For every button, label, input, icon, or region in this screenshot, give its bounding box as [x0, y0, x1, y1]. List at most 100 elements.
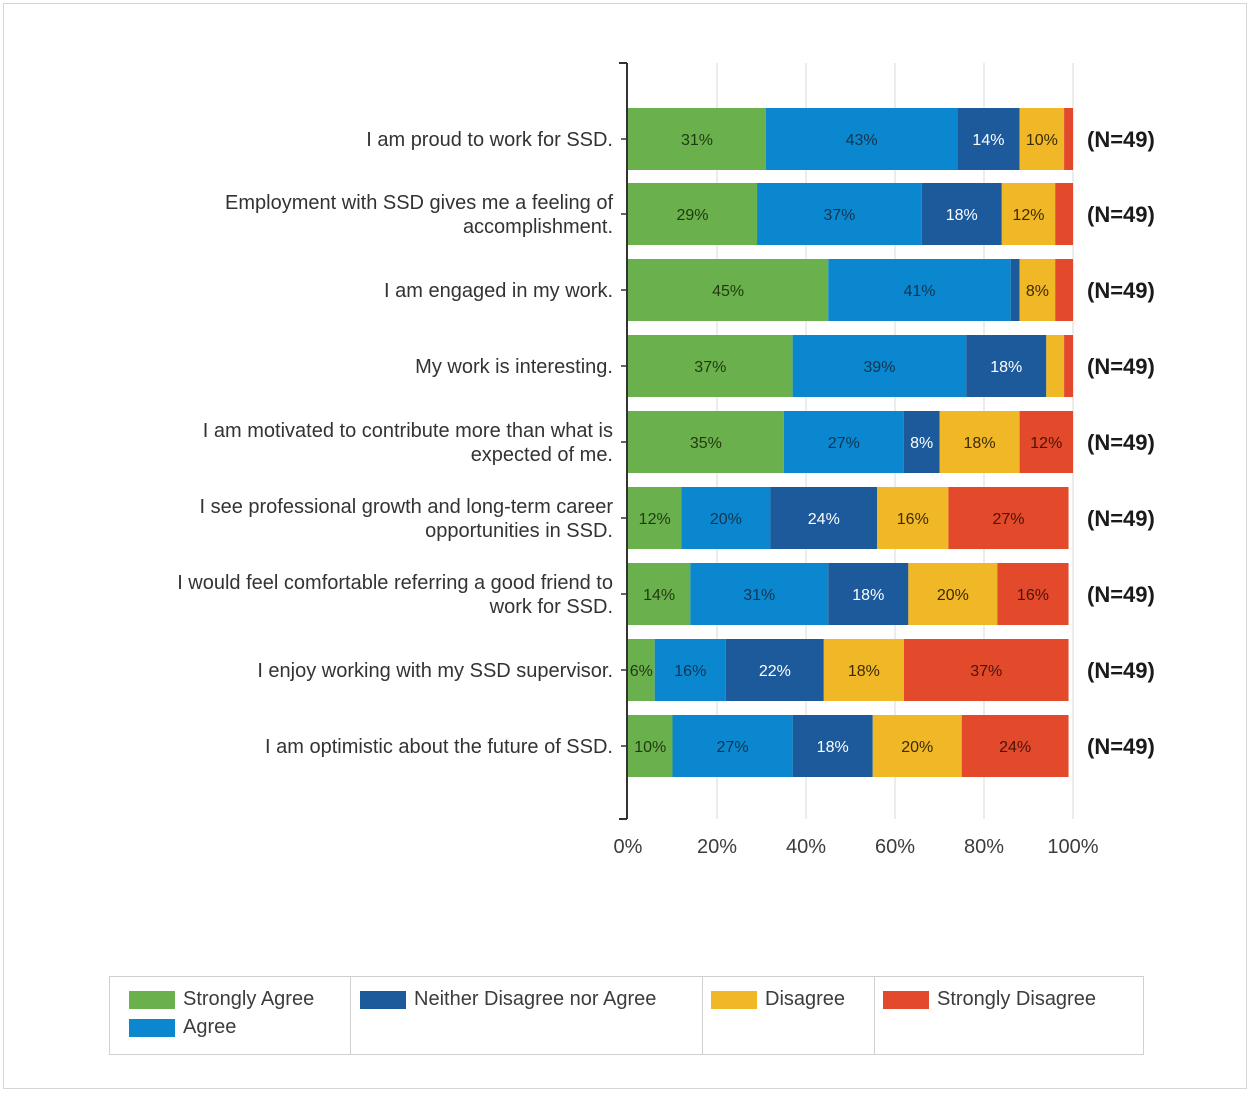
category-label-line: I am motivated to contribute more than w…	[203, 420, 613, 442]
y-axis	[619, 62, 628, 820]
data-label: 12%	[1030, 435, 1062, 452]
category-label: Employment with SSD gives me a feeling o…	[225, 192, 613, 238]
bar-segment	[948, 487, 1069, 549]
bar-segment	[783, 411, 904, 473]
bar-segment	[939, 411, 1020, 473]
bar-segment	[908, 563, 998, 625]
legend-swatch	[360, 991, 406, 1009]
data-label: 24%	[999, 739, 1031, 756]
bar-segment	[628, 487, 682, 549]
category-label: My work is interesting.	[415, 356, 613, 378]
bar-segment	[628, 259, 829, 321]
data-label: 18%	[990, 359, 1022, 376]
legend-label: Strongly Disagree	[937, 988, 1096, 1010]
data-label: 18%	[848, 663, 880, 680]
bar-segment	[628, 411, 784, 473]
bar-segment	[770, 487, 878, 549]
x-tick-label: 80%	[964, 836, 1004, 858]
legend: Strongly Agree Agree Neither Disagree no…	[109, 976, 1144, 1055]
data-label: 16%	[674, 663, 706, 680]
data-label: 12%	[639, 511, 671, 528]
legend-column: Strongly Disagree	[874, 977, 1143, 1054]
data-label: 35%	[690, 435, 722, 452]
bar-segment	[1055, 183, 1073, 245]
data-label: 18%	[964, 435, 996, 452]
category-label: I see professional growth and long-term …	[199, 496, 613, 542]
data-label: 22%	[759, 663, 791, 680]
data-label: 6%	[630, 663, 653, 680]
bars: 31% 43% 14% 10% 29% 37% 18% 12% 45% 41% 8% 37% 39% 18…	[628, 108, 1073, 777]
n-labels: (N=49) (N=49) (N=49) (N=49) (N=49) (N=49) (N=4…	[1087, 127, 1155, 759]
x-tick-label: 0%	[614, 836, 643, 858]
bar-segment	[903, 639, 1069, 701]
n-label: (N=49)	[1087, 127, 1155, 152]
bar-segment	[1019, 411, 1073, 473]
data-label: 37%	[823, 207, 855, 224]
bar-segment	[903, 411, 940, 473]
category-label: I am optimistic about the future of SSD.	[265, 736, 613, 758]
data-label: 31%	[681, 132, 713, 149]
bar-segment	[823, 639, 904, 701]
bar-segment	[1019, 259, 1056, 321]
bar-segment	[1055, 259, 1073, 321]
category-label: I would feel comfortable referring a goo…	[177, 572, 613, 618]
n-label: (N=49)	[1087, 430, 1155, 455]
bar-segment	[628, 183, 758, 245]
n-label: (N=49)	[1087, 582, 1155, 607]
bar-segment	[792, 335, 967, 397]
data-label: 20%	[901, 739, 933, 756]
data-label: 10%	[634, 739, 666, 756]
n-label: (N=49)	[1087, 278, 1155, 303]
n-label: (N=49)	[1087, 658, 1155, 683]
legend-swatch	[129, 1019, 175, 1037]
bar-segment	[681, 487, 771, 549]
data-label: 24%	[808, 511, 840, 528]
category-label: I am proud to work for SSD.	[366, 129, 613, 151]
data-label: 8%	[910, 435, 933, 452]
bar-segment	[628, 715, 673, 777]
bar-segment	[966, 335, 1047, 397]
legend-swatch	[711, 991, 757, 1009]
data-label: 20%	[937, 587, 969, 604]
data-label: 20%	[710, 511, 742, 528]
legend-label: Disagree	[765, 988, 846, 1010]
data-label: 12%	[1012, 207, 1044, 224]
bar-segment	[628, 639, 655, 701]
x-tick-label: 60%	[875, 836, 915, 858]
x-tick-label: 20%	[697, 836, 737, 858]
n-label: (N=49)	[1087, 202, 1155, 227]
bar-segment	[792, 715, 873, 777]
legend-column: Disagree	[702, 977, 875, 1054]
category-label-line: opportunities in SSD.	[425, 520, 613, 542]
bar-segment	[921, 183, 1002, 245]
bar-segment	[957, 108, 1020, 170]
data-label: 8%	[1026, 283, 1049, 300]
bar-segment	[961, 715, 1069, 777]
bar-segment	[628, 108, 766, 170]
data-label: 16%	[1017, 587, 1049, 604]
category-label-line: Employment with SSD gives me a feeling o…	[225, 192, 613, 214]
data-label: 27%	[717, 739, 749, 756]
data-label: 29%	[677, 207, 709, 224]
bar-segment	[725, 639, 824, 701]
x-tick-label: 40%	[786, 836, 826, 858]
x-tick-label: 100%	[1047, 836, 1098, 858]
data-label: 41%	[903, 283, 935, 300]
data-label: 45%	[712, 283, 744, 300]
n-label: (N=49)	[1087, 734, 1155, 759]
legend-label: Neither Disagree nor Agree	[414, 988, 657, 1010]
legend-swatch	[883, 991, 929, 1009]
category-label-line: accomplishment.	[463, 216, 613, 238]
bar-segment	[765, 108, 958, 170]
data-label: 18%	[852, 587, 884, 604]
bar-segment	[628, 563, 691, 625]
legend-label: Agree	[183, 1016, 237, 1038]
category-label-line: I see professional growth and long-term …	[199, 496, 613, 518]
category-label: I enjoy working with my SSD supervisor.	[257, 660, 613, 682]
bar-segment	[828, 563, 909, 625]
legend-swatch	[129, 991, 175, 1009]
category-label: I am motivated to contribute more than w…	[203, 420, 613, 466]
legend-column: Strongly Agree Agree	[110, 977, 351, 1054]
n-label: (N=49)	[1087, 354, 1155, 379]
